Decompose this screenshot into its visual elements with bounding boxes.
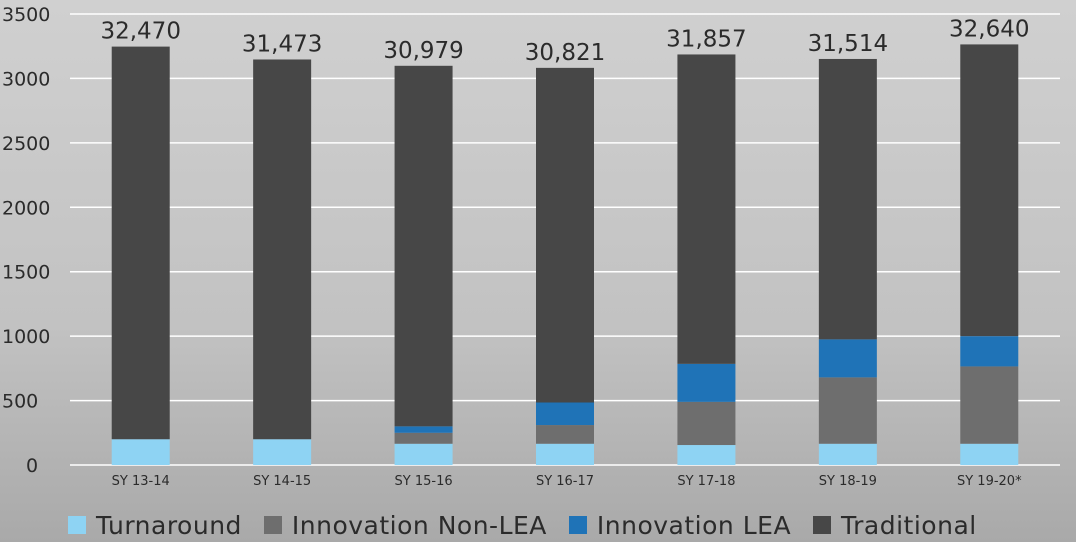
legend-swatch [813, 516, 832, 534]
y-tick-label: 3000 [2, 68, 50, 90]
bar-segment-turnaround [536, 443, 594, 465]
bar-total-label: 31,857 [666, 26, 746, 52]
y-tick-label: 3500 [2, 4, 50, 26]
bar-segment-traditional [111, 46, 170, 440]
legend: Turnaround Innovation Non-LEA Innovation L… [68, 508, 1068, 542]
bar-segment-innovation-non-lea [394, 432, 453, 444]
bar-total-label: 32,470 [100, 19, 180, 45]
bar-segment-turnaround [253, 439, 312, 465]
x-tick-label: SY 16-17 [536, 474, 594, 489]
y-tick-label: 1500 [2, 262, 50, 284]
bar-total-label: 31,473 [242, 31, 322, 57]
y-tick-label: 2000 [2, 197, 50, 219]
legend-item: Innovation Non-LEA [263, 510, 547, 540]
x-tick-label: SY 13-14 [112, 474, 170, 489]
bar-total-label: 31,514 [808, 31, 888, 57]
bar-segment-innovation-lea [677, 363, 736, 402]
legend-item: Traditional [813, 511, 977, 540]
legend-swatch [568, 516, 587, 534]
bar-segment-innovation-lea [960, 336, 1019, 367]
bar-segment-turnaround [394, 443, 453, 465]
total-labels: 32,470 31,473 30,979 30,821 31,857 31,514 32,6… [100, 16, 1029, 65]
y-tick-label: 0 [26, 455, 38, 477]
bar-segment-innovation-non-lea [960, 366, 1019, 444]
x-tick-label: SY 14-15 [253, 474, 311, 489]
x-tick-label: SY 15-16 [395, 474, 453, 489]
y-tick-label: 2500 [2, 133, 50, 155]
bar-segment-innovation-lea [394, 426, 453, 433]
bar-segment-innovation-lea [536, 402, 594, 426]
bar-segment-turnaround [677, 445, 736, 465]
bar-segment-innovation-non-lea [818, 377, 877, 444]
bar-segment-innovation-non-lea [536, 425, 594, 444]
x-axis: SY 13-14 SY 14-15 SY 15-16 SY 16-17 SY 17-18… [112, 474, 1022, 489]
bar-segment-turnaround [960, 443, 1019, 465]
legend-swatch [263, 516, 282, 534]
y-tick-label: 500 [2, 391, 38, 413]
bar-segment-turnaround [818, 443, 877, 465]
y-tick-label: 1000 [2, 326, 50, 348]
bar-total-label: 30,979 [383, 38, 463, 64]
bars [111, 44, 1019, 465]
bar-segment-traditional [394, 65, 453, 427]
legend-label: Innovation Non-LEA [291, 510, 547, 540]
bar-segment-innovation-non-lea [677, 401, 736, 446]
legend-item: Turnaround [68, 511, 242, 540]
legend-label: Innovation LEA [596, 510, 792, 540]
bar-segment-turnaround [111, 439, 170, 465]
x-tick-label: SY 19-20* [957, 474, 1022, 489]
bar-total-label: 30,821 [525, 40, 605, 66]
legend-label: Traditional [841, 510, 977, 540]
bar-segment-traditional [253, 59, 312, 440]
bar-segment-traditional [960, 44, 1019, 337]
bar-segment-traditional [536, 67, 594, 403]
y-axis: 0 500 1000 1500 2000 2500 3000 3500 [2, 4, 50, 477]
bar-total-label: 32,640 [949, 16, 1029, 42]
bar-segment-traditional [818, 58, 877, 340]
bar-segment-traditional [677, 54, 736, 364]
legend-swatch [68, 516, 86, 534]
bar-segment-innovation-lea [818, 339, 877, 378]
x-tick-label: SY 17-18 [677, 474, 735, 489]
x-tick-label: SY 18-19 [819, 474, 877, 489]
legend-label: Turnaround [96, 510, 242, 540]
legend-item: Innovation LEA [568, 510, 792, 540]
